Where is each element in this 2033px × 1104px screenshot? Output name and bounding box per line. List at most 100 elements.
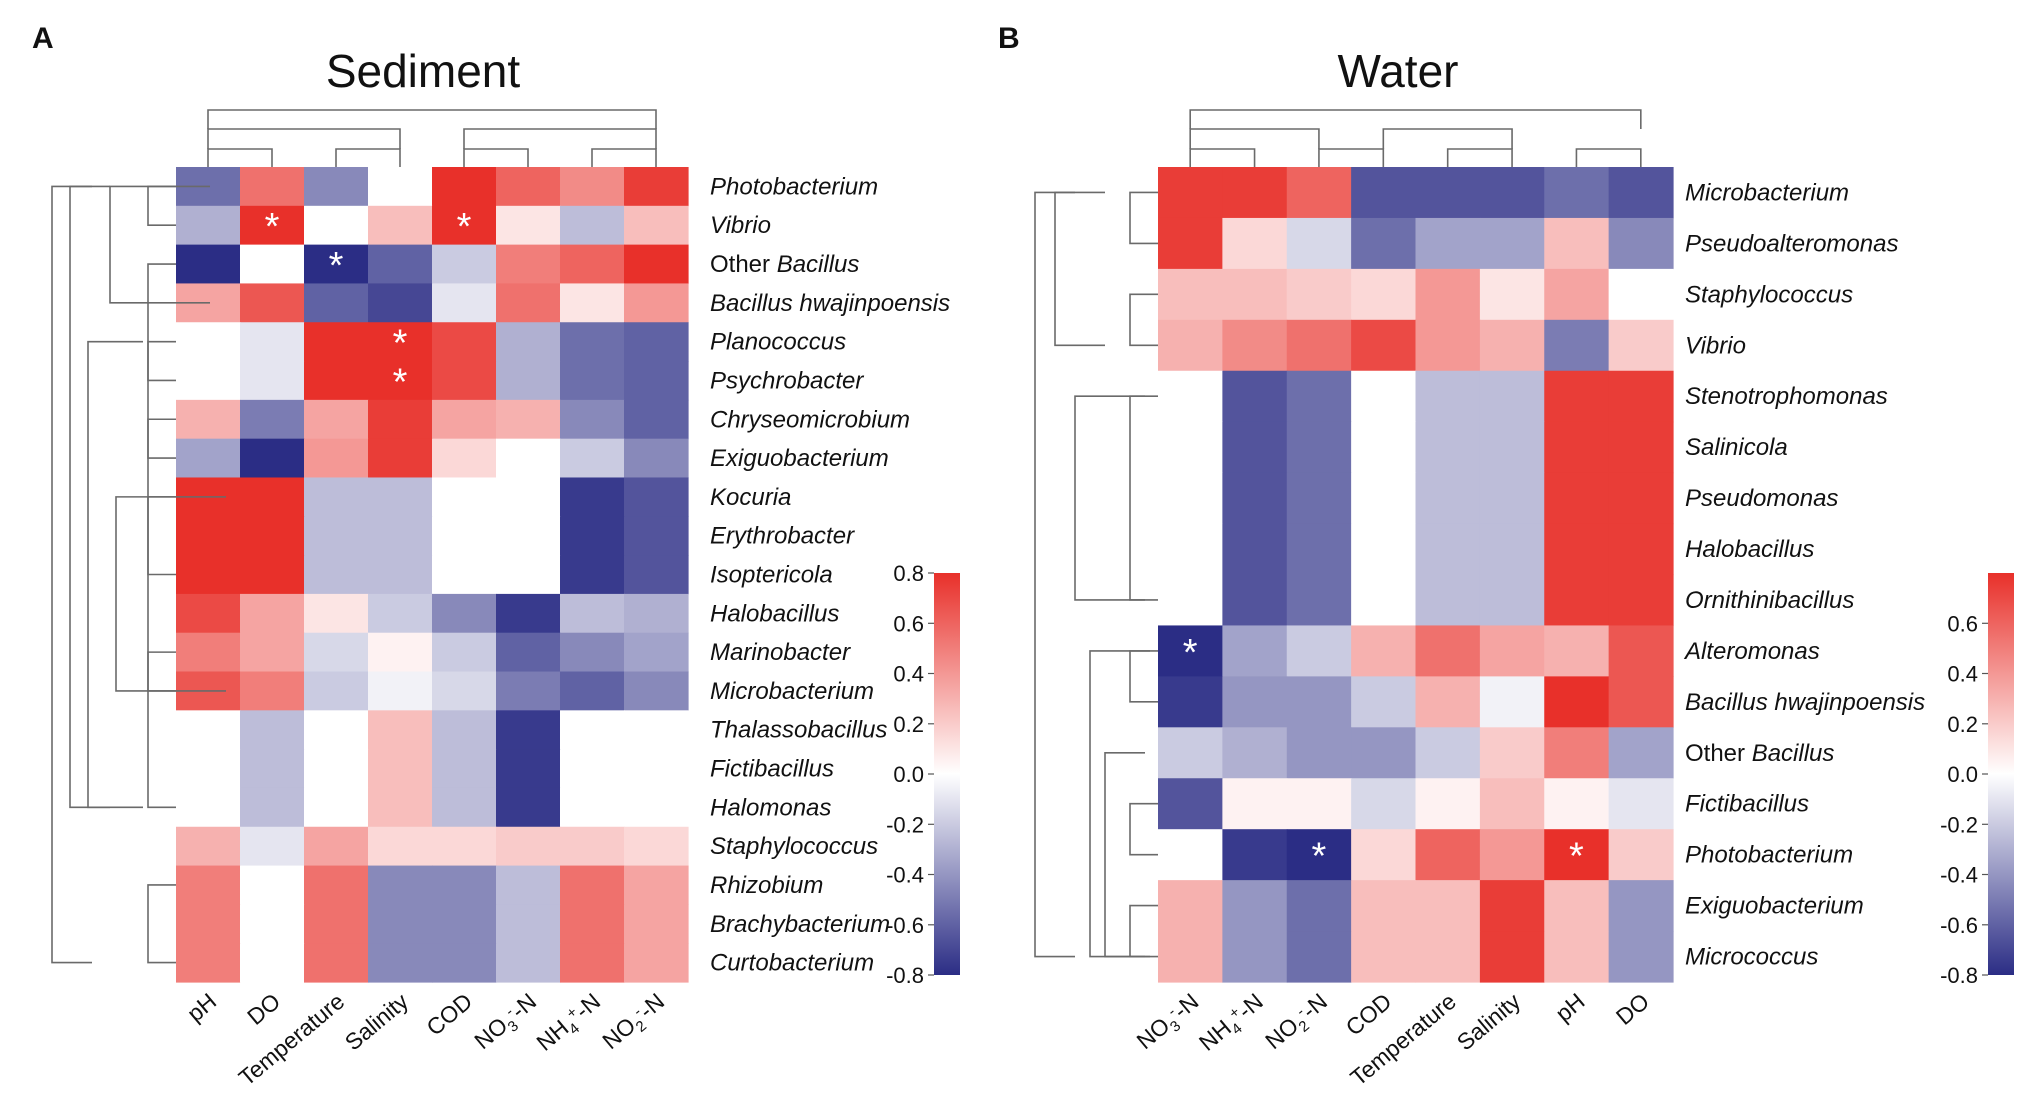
significance-star: * xyxy=(1183,632,1198,674)
heatmap-cell xyxy=(304,399,369,440)
heatmap-cell xyxy=(1158,268,1223,321)
heatmap-cell xyxy=(496,632,561,673)
heatmap-cell xyxy=(1608,268,1674,321)
heatmap-cell xyxy=(1286,778,1352,830)
heatmap-cell xyxy=(432,438,497,479)
heatmap-cell xyxy=(1158,625,1223,677)
heatmap-cell xyxy=(1479,625,1545,677)
row-label: Pseudoalteromonas xyxy=(1685,230,1898,257)
label-fragment: Halobacillus xyxy=(1685,536,1814,563)
heatmap-cell xyxy=(560,943,625,983)
heatmap-cell xyxy=(176,632,241,673)
heatmap-cell xyxy=(1544,472,1610,525)
heatmap-cell xyxy=(496,322,561,362)
label-fragment: Ornithinibacillus xyxy=(1685,587,1854,614)
label-fragment: Curtobacterium xyxy=(710,950,874,977)
label-fragment: Exiguobacterium xyxy=(1685,893,1864,920)
label-fragment: NO xyxy=(1260,1012,1303,1054)
heatmap-cell xyxy=(1544,829,1610,881)
heatmap-cell xyxy=(304,710,369,750)
label-fragment: Photobacterium xyxy=(1685,842,1853,869)
heatmap-cell xyxy=(624,865,689,905)
label-fragment: Salinity xyxy=(340,988,414,1056)
label-fragment: NO xyxy=(1131,1012,1174,1054)
label-fragment: Bacillus hwajinpoensis xyxy=(710,290,950,317)
heatmap-cell xyxy=(1158,727,1223,779)
colorbar-tick-label: -0.4 xyxy=(886,863,924,888)
heatmap-cell xyxy=(1286,829,1352,881)
heatmap-cell xyxy=(624,826,689,867)
row-label: Isoptericola xyxy=(710,562,833,589)
heatmap-cell xyxy=(368,167,433,207)
heatmap-cell xyxy=(1351,217,1417,270)
heatmap-cell xyxy=(368,399,433,440)
heatmap-cell xyxy=(240,749,305,789)
heatmap-cell xyxy=(1608,167,1674,219)
heatmap-cell xyxy=(240,865,305,905)
significance-star: * xyxy=(329,245,344,287)
water-panel: B Water * * * Microbacterium Pseudoalteromonas… xyxy=(998,22,2014,1091)
heatmap-cell xyxy=(1222,421,1288,474)
row-label: Halobacillus xyxy=(1685,536,1814,563)
heatmap-cell xyxy=(1544,778,1610,830)
heatmap-cell xyxy=(432,787,497,828)
heatmap-cell xyxy=(304,632,369,673)
heatmap-cell xyxy=(1479,829,1545,881)
heatmap-cell xyxy=(1351,421,1417,474)
heatmap-cell xyxy=(496,749,561,789)
heatmap-cell xyxy=(304,438,369,479)
heatmap-cell xyxy=(1415,880,1481,932)
label-fragment: Brachybacterium xyxy=(710,911,890,938)
label-fragment: Planococcus xyxy=(710,329,846,356)
heatmap-cell xyxy=(1286,523,1352,576)
heatmap-cell xyxy=(304,593,369,634)
heatmap-cell xyxy=(368,361,433,401)
column-dendrogram xyxy=(207,109,657,167)
heatmap-cell xyxy=(304,205,369,246)
heatmap-cell xyxy=(496,904,561,944)
heatmap-cell xyxy=(240,593,305,634)
label-fragment: Other xyxy=(1685,740,1752,767)
heatmap-cell xyxy=(1351,574,1417,627)
colorbar-tick-label: 0.2 xyxy=(1947,712,1978,737)
heatmap-cell xyxy=(496,826,561,867)
heatmap-cell xyxy=(304,516,369,556)
heatmap-cell xyxy=(368,787,433,828)
row-label: Exiguobacterium xyxy=(710,445,889,472)
heatmap-cell xyxy=(368,632,433,673)
label-fragment: Marinobacter xyxy=(710,639,851,666)
heatmap-cell xyxy=(1222,268,1288,321)
heatmap-cell xyxy=(1351,370,1417,423)
heatmap-cell xyxy=(432,671,497,711)
significance-star: * xyxy=(393,362,408,404)
label-fragment: DO xyxy=(1611,988,1654,1030)
heatmap-cell xyxy=(1222,217,1288,270)
heatmap-cell xyxy=(1479,931,1545,983)
panel-letter: B xyxy=(998,22,1020,55)
heatmap-cell xyxy=(624,244,689,285)
heatmap-cell xyxy=(368,943,433,983)
label-fragment: Halobacillus xyxy=(710,600,839,627)
heatmap-cell xyxy=(304,167,369,207)
label-fragment: Psychrobacter xyxy=(710,368,864,395)
heatmap-cell xyxy=(432,555,497,595)
row-label: Other Bacillus xyxy=(1685,740,1834,767)
panel-title: Water xyxy=(1338,45,1459,97)
label-fragment: Rhizobium xyxy=(710,872,823,899)
colorbar-tick-label: -0.2 xyxy=(886,812,924,837)
heatmap-cell xyxy=(1286,421,1352,474)
heatmap-cell xyxy=(240,671,305,711)
heatmap-cell xyxy=(1608,727,1674,779)
heatmap-cell xyxy=(496,361,561,401)
heatmap-cell xyxy=(1608,676,1674,728)
label-fragment: pH xyxy=(1550,988,1589,1027)
heatmap-cell xyxy=(1479,167,1545,219)
heatmap-cell xyxy=(496,205,561,246)
heatmap-cell xyxy=(1351,472,1417,525)
label-fragment: Alteromonas xyxy=(1683,638,1820,665)
heatmap-cell xyxy=(1222,370,1288,423)
heatmap-cell xyxy=(1608,574,1674,627)
heatmap-cell xyxy=(432,322,497,362)
heatmap-cell xyxy=(1544,319,1610,372)
label-fragment: Bacillus xyxy=(777,251,860,278)
